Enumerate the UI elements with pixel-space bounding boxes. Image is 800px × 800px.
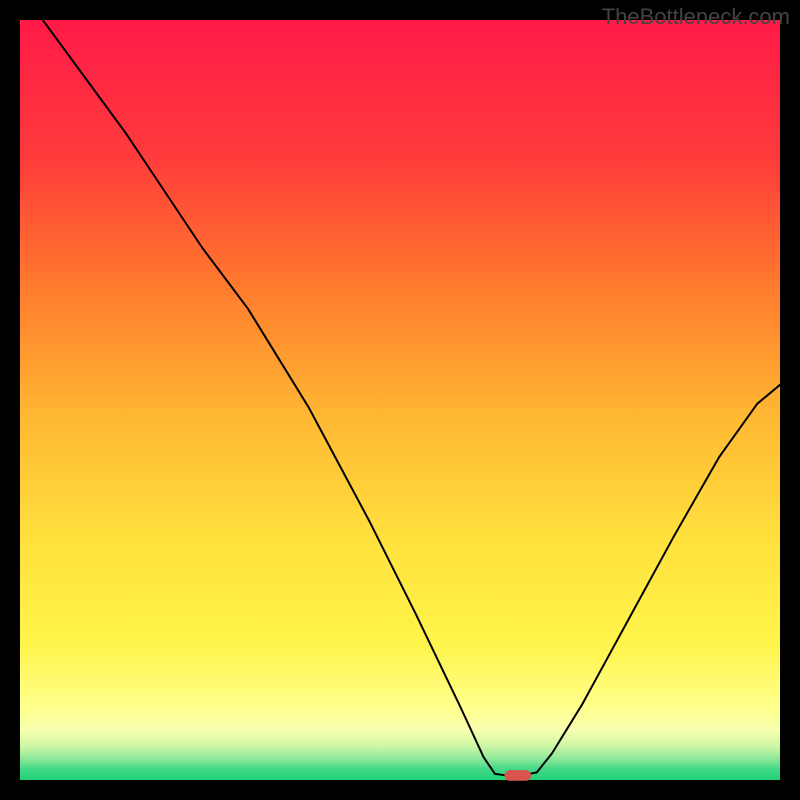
chart-background-gradient [20,20,780,780]
bottleneck-chart [0,0,800,800]
optimum-marker [505,770,532,781]
watermark-text: TheBottleneck.com [602,4,790,30]
chart-root: TheBottleneck.com [0,0,800,800]
